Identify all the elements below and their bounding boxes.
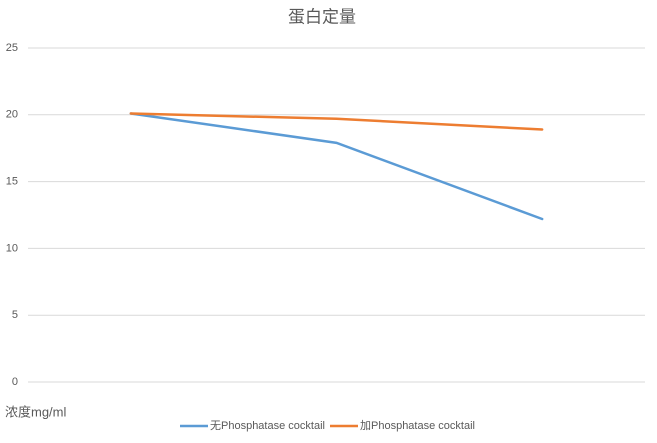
legend-label: 加Phosphatase cocktail [360, 419, 475, 432]
y-tick-label: 10 [6, 242, 18, 254]
chart-title: 蛋白定量 [288, 7, 356, 26]
y-tick-label: 20 [6, 109, 18, 121]
y-tick-label: 5 [12, 309, 18, 321]
y-axis-label: 浓度mg/ml [5, 404, 67, 419]
y-tick-label: 15 [6, 176, 18, 188]
y-tick-label: 25 [6, 42, 18, 54]
y-tick-label: 0 [12, 376, 18, 388]
data-line [129, 112, 544, 221]
data-line [129, 112, 544, 131]
legend-label: 无Phosphatase cocktail [210, 420, 325, 432]
